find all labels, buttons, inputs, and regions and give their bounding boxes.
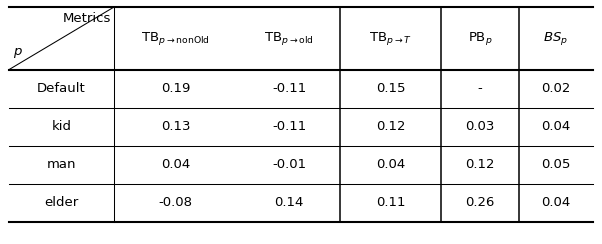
- Text: -0.01: -0.01: [272, 158, 306, 171]
- Text: $\mathrm{TB}_{p\rightarrow T}$: $\mathrm{TB}_{p\rightarrow T}$: [369, 30, 412, 47]
- Text: elder: elder: [44, 196, 78, 210]
- Text: 0.26: 0.26: [465, 196, 495, 210]
- Text: $\mathit{BS}_{p}$: $\mathit{BS}_{p}$: [544, 30, 568, 47]
- Text: 0.04: 0.04: [541, 120, 571, 133]
- Text: 0.12: 0.12: [376, 120, 405, 133]
- Text: Metrics: Metrics: [63, 12, 111, 25]
- Text: $\mathrm{PB}_{p}$: $\mathrm{PB}_{p}$: [468, 30, 492, 47]
- Text: 0.15: 0.15: [376, 82, 405, 95]
- Text: 0.19: 0.19: [161, 82, 190, 95]
- Text: 0.05: 0.05: [541, 158, 571, 171]
- Text: -0.11: -0.11: [272, 120, 306, 133]
- Text: 0.04: 0.04: [376, 158, 405, 171]
- Text: -: -: [477, 82, 482, 95]
- Text: $\mathrm{TB}_{p\rightarrow\mathrm{nonOld}}$: $\mathrm{TB}_{p\rightarrow\mathrm{nonOld…: [141, 30, 210, 47]
- Text: -0.08: -0.08: [159, 196, 193, 210]
- Text: 0.13: 0.13: [161, 120, 190, 133]
- Text: -0.11: -0.11: [272, 82, 306, 95]
- Text: 0.02: 0.02: [541, 82, 571, 95]
- Text: man: man: [46, 158, 76, 171]
- Text: 0.04: 0.04: [541, 196, 571, 210]
- Text: $p$: $p$: [13, 46, 22, 60]
- Text: 0.11: 0.11: [376, 196, 405, 210]
- Text: kid: kid: [51, 120, 71, 133]
- Text: 0.12: 0.12: [465, 158, 495, 171]
- Text: Default: Default: [37, 82, 85, 95]
- Text: 0.14: 0.14: [275, 196, 304, 210]
- Text: $\mathrm{TB}_{p\rightarrow\mathrm{old}}$: $\mathrm{TB}_{p\rightarrow\mathrm{old}}$: [264, 30, 314, 47]
- Text: 0.04: 0.04: [161, 158, 190, 171]
- Text: 0.03: 0.03: [465, 120, 495, 133]
